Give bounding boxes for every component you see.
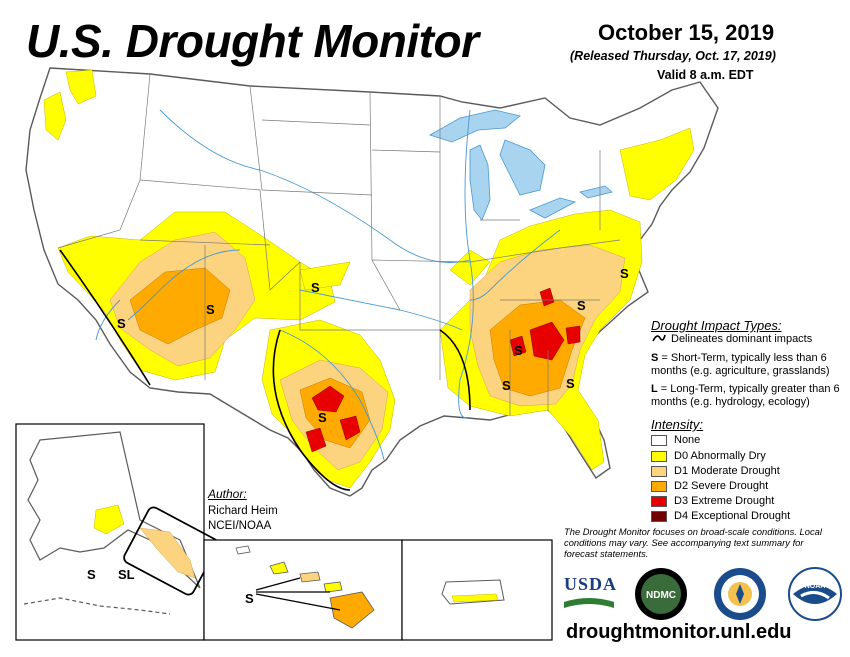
map-title: U.S. Drought Monitor: [26, 15, 479, 67]
legend-swatch: [651, 480, 667, 492]
legend-item-d3: D3 Extreme Drought: [651, 495, 774, 507]
hawaii-pointer-lines: [255, 577, 341, 611]
valid-time: Valid 8 a.m. EDT: [657, 68, 754, 82]
lake-superior: [429, 109, 521, 143]
map-label-s: S: [206, 302, 215, 317]
ndmc-logo-seal: NDMC: [635, 568, 687, 620]
release-date: (Released Thursday, Oct. 17, 2019): [570, 49, 776, 63]
impact-types-heading: Drought Impact Types:: [651, 318, 782, 333]
legend-label: None: [674, 434, 701, 446]
legend-label: D3 Extreme Drought: [674, 495, 775, 507]
commerce-seal-logo: [712, 566, 768, 622]
lake-ontario: [579, 185, 613, 199]
legend-item-d1: D1 Moderate Drought: [651, 465, 780, 477]
lake-huron: [499, 139, 546, 196]
map-label-s: S: [566, 376, 575, 391]
alaska-panhandle-d1: [139, 527, 196, 579]
impact-delineates-text: Delineates dominant impacts: [671, 333, 813, 345]
impact-long-term-text: = Long-Term, typically greater than 6 mo…: [651, 383, 840, 408]
map-label-s: S: [514, 343, 523, 358]
usda-logo: USDA: [564, 574, 618, 610]
map-label-s: S: [245, 591, 254, 606]
author-name: Richard Heim: [208, 505, 278, 517]
alaska-d0: [93, 504, 125, 535]
state-borders: [57, 73, 621, 416]
impact-short-term-text: = Short-Term, typically less than 6 mont…: [651, 352, 830, 377]
map-label-s: S: [117, 316, 126, 331]
map-label-s: S: [502, 378, 511, 393]
lake-erie: [529, 197, 577, 219]
legend-item-d4: D4 Exceptional Drought: [651, 510, 790, 522]
map-date: October 15, 2019: [598, 20, 775, 45]
noaa-logo: NOAA: [787, 566, 843, 622]
impact-short-term: S = Short-Term, typically less than 6 mo…: [651, 352, 841, 378]
legend-label: D1 Moderate Drought: [674, 465, 780, 477]
hawaii-islands: [235, 545, 375, 629]
impact-lines: [59, 249, 471, 491]
usda-logo-text: USDA: [564, 574, 618, 594]
legend-item-d2: D2 Severe Drought: [651, 480, 768, 492]
impact-long-term-key: L: [651, 383, 658, 395]
author-block: Richard Heim NCEI/NOAA: [208, 504, 278, 534]
impact-line-icon: [652, 334, 666, 342]
legend-item-none: None: [651, 434, 700, 446]
legend-label: D0 Abnormally Dry: [674, 450, 766, 462]
map-label-s: S: [577, 298, 586, 313]
map-label-s: S: [311, 280, 320, 295]
legend-label: D4 Exceptional Drought: [674, 510, 791, 522]
map-label-s: S: [318, 410, 327, 425]
author-org: NCEI/NOAA: [208, 520, 272, 532]
legend-label: D2 Severe Drought: [674, 480, 769, 492]
legend-swatch: [651, 450, 667, 462]
legend-swatch: [651, 510, 667, 522]
lake-michigan: [469, 144, 491, 221]
disclaimer-note: The Drought Monitor focuses on broad-sca…: [564, 526, 822, 559]
usda-logo-swoosh: [564, 598, 614, 608]
intensity-heading: Intensity:: [651, 417, 704, 432]
impact-short-term-key: S: [651, 352, 659, 364]
d3-areas: [305, 287, 581, 453]
map-label-s: S: [620, 266, 629, 281]
hawaii-inset-frame: [203, 539, 403, 641]
legend-swatch: [651, 465, 667, 477]
legend-swatch: [651, 495, 667, 507]
author-heading: Author:: [208, 487, 247, 501]
noaa-logo-seal: NOAA: [788, 567, 842, 621]
noaa-logo-text: NOAA: [805, 583, 826, 590]
map-label-s: S: [87, 567, 96, 582]
ndmc-logo-text: NDMC: [646, 590, 676, 601]
alaska-islands: [23, 597, 171, 615]
ndmc-logo: NDMC: [633, 566, 689, 622]
website-url[interactable]: droughtmonitor.unl.edu: [566, 621, 792, 643]
legend-item-d0: D0 Abnormally Dry: [651, 450, 766, 462]
commerce-seal: [714, 568, 766, 620]
impact-long-term: L = Long-Term, typically greater than 6 …: [651, 383, 841, 409]
puerto-rico-d0: [451, 593, 499, 603]
legend-swatch: [651, 434, 667, 446]
map-label-sl: SL: [118, 567, 135, 582]
